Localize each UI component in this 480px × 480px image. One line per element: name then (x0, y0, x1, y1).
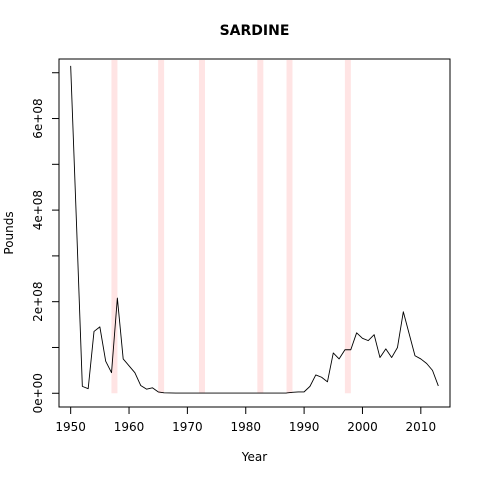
x-tick-label: 1960 (114, 420, 145, 434)
x-tick-label: 1970 (172, 420, 203, 434)
x-axis: 1950 1960 1970 1980 1990 2000 2010 (55, 406, 437, 434)
highlight-band-5 (286, 60, 293, 394)
highlight-band-3 (198, 60, 205, 394)
highlight-band-2 (158, 60, 165, 394)
series-group (70, 65, 439, 394)
x-tick-label: 2010 (406, 420, 437, 434)
y-tick-label: 4e+08 (31, 190, 45, 230)
x-axis-label: Year (241, 450, 267, 464)
highlight-band-1 (111, 60, 118, 394)
y-axis-label: Pounds (2, 211, 16, 254)
highlight-band-4 (257, 60, 264, 394)
y-tick-label: 0e+00 (31, 373, 45, 413)
chart-title: SARDINE (220, 23, 290, 39)
x-tick-label: 2000 (347, 420, 378, 434)
x-tick-label: 1990 (289, 420, 320, 434)
highlight-bands (111, 60, 351, 394)
y-axis: 0e+00 2e+08 4e+08 6e+08 (31, 72, 60, 413)
x-tick-label: 1950 (55, 420, 86, 434)
highlight-band-6 (344, 60, 351, 394)
series-line-1 (70, 65, 439, 394)
y-tick-label: 6e+08 (31, 98, 45, 138)
y-tick-label: 2e+08 (31, 282, 45, 322)
x-tick-label: 1980 (230, 420, 261, 434)
